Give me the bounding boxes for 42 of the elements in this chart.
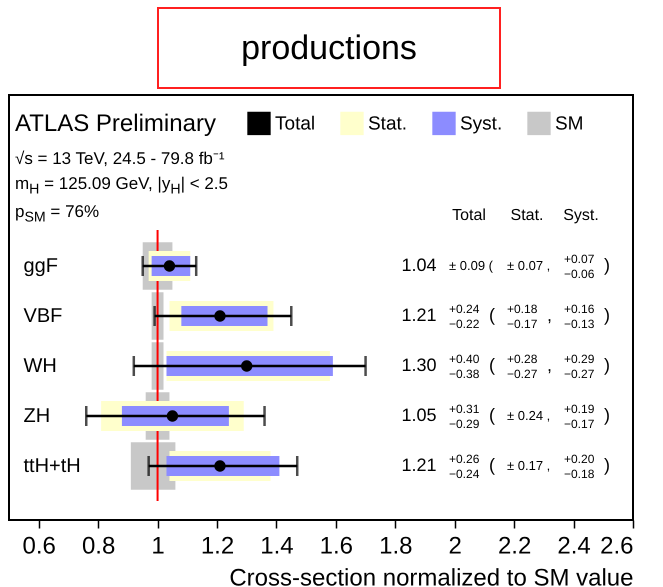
text: m$_{H}$ = 125.09 GeV, |y$_{H}$| < 2.5 — [15, 174, 228, 198]
x-tick-label: 1.2 — [200, 532, 234, 560]
chart-title: productions — [157, 7, 501, 89]
chart-subtitle: ATLAS Preliminary — [15, 110, 216, 138]
y-tick-label: VBF — [24, 305, 62, 327]
x-tick-label: 2.2 — [498, 532, 532, 560]
x-tick-label: 2.6 — [600, 532, 634, 560]
text: Total — [452, 207, 486, 224]
legend-label: Syst. — [460, 113, 502, 134]
point — [241, 360, 252, 372]
y-tick-label: WH — [24, 355, 57, 377]
x-tick-label: 2.4 — [557, 532, 591, 560]
legend-label: SM — [555, 113, 584, 134]
legend-label: Total — [275, 113, 316, 134]
annotation: 1.04 — [401, 255, 437, 275]
x-tick-label: 0.8 — [82, 532, 116, 560]
point — [214, 310, 226, 322]
y-tick-label: ggF — [24, 255, 58, 277]
text: Stat. — [510, 207, 544, 224]
annotation: ± 0.24 , — [507, 408, 550, 423]
annotation: 1.30 — [401, 355, 437, 375]
annotation: ± 0.17 , — [507, 458, 550, 473]
x-tick-label: 0.6 — [22, 532, 56, 560]
text: √s = 13 TeV, 24.5 - 79.8 fb⁻¹ — [15, 148, 225, 169]
y-tick-label: ttH+tH — [24, 455, 81, 477]
x-tick-label: 1 — [151, 532, 165, 560]
legend-label: Stat. — [368, 113, 408, 134]
y-tick-label: ZH — [24, 405, 50, 427]
x-tick-label: 1.4 — [260, 532, 294, 560]
annotation: 1.05 — [401, 405, 437, 425]
text: p$_{SM}$ = 76% — [15, 202, 100, 226]
x-axis-title: Cross-section normalized to SM value — [229, 564, 634, 587]
annotation: ± 0.09 ( — [449, 258, 494, 273]
point — [166, 410, 178, 422]
x-tick-label: 1.8 — [379, 532, 412, 560]
annotation: 1.21 — [401, 455, 437, 475]
x-tick-label: 2 — [448, 532, 462, 560]
text: Syst. — [563, 207, 599, 224]
annotation: ± 0.07 , — [507, 258, 550, 273]
annotation: 1.21 — [401, 305, 437, 325]
x-tick-label: 1.6 — [320, 532, 354, 560]
point — [214, 460, 226, 472]
